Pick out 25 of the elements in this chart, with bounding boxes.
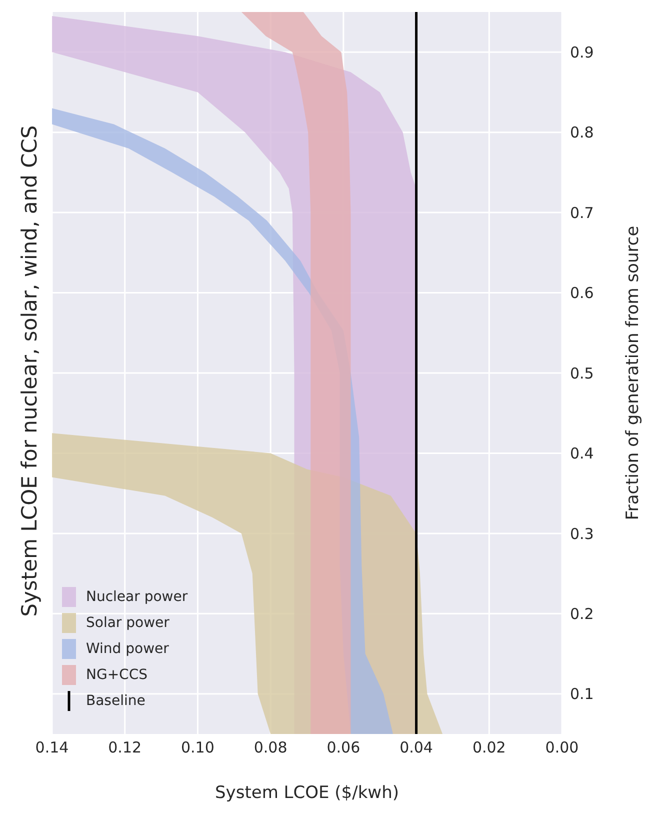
x-tick-label: 0.12 — [108, 738, 142, 757]
legend-label: Solar power — [86, 614, 170, 633]
y-tick-label: 0.1 — [570, 685, 594, 704]
y-tick-label: 0.4 — [570, 444, 594, 463]
x-tick-label: 0.00 — [545, 738, 579, 757]
x-tick-label: 0.08 — [254, 738, 288, 757]
x-tick-label: 0.14 — [35, 738, 69, 757]
y-tick-label: 0.3 — [570, 524, 594, 543]
y-tick-label: 0.2 — [570, 604, 594, 623]
x-tick-label: 0.06 — [326, 738, 360, 757]
y-tick-label: 0.8 — [570, 124, 594, 142]
y-tick-label: 0.6 — [570, 284, 594, 302]
legend-label: Nuclear power — [86, 588, 188, 607]
y-tick-label: 0.5 — [570, 364, 594, 382]
ref-line-label: Baseline — [86, 692, 146, 711]
x-tick-label: 0.02 — [472, 738, 506, 757]
legend-label: NG+CCS — [86, 666, 148, 685]
text: System LCOE for nuclear, solar, wind, and CCS — [18, 125, 42, 617]
x-axis-title: System LCOE ($/kwh) — [215, 783, 399, 803]
x-tick-label: 0.04 — [400, 738, 433, 757]
y-tick-label: 0.7 — [570, 204, 594, 222]
legend-label: Wind power — [86, 640, 169, 659]
x-tick-label: 0.10 — [181, 738, 214, 757]
y-tick-label: 0.9 — [570, 43, 594, 62]
y-axis-title: Fraction of generation from source — [623, 226, 644, 520]
